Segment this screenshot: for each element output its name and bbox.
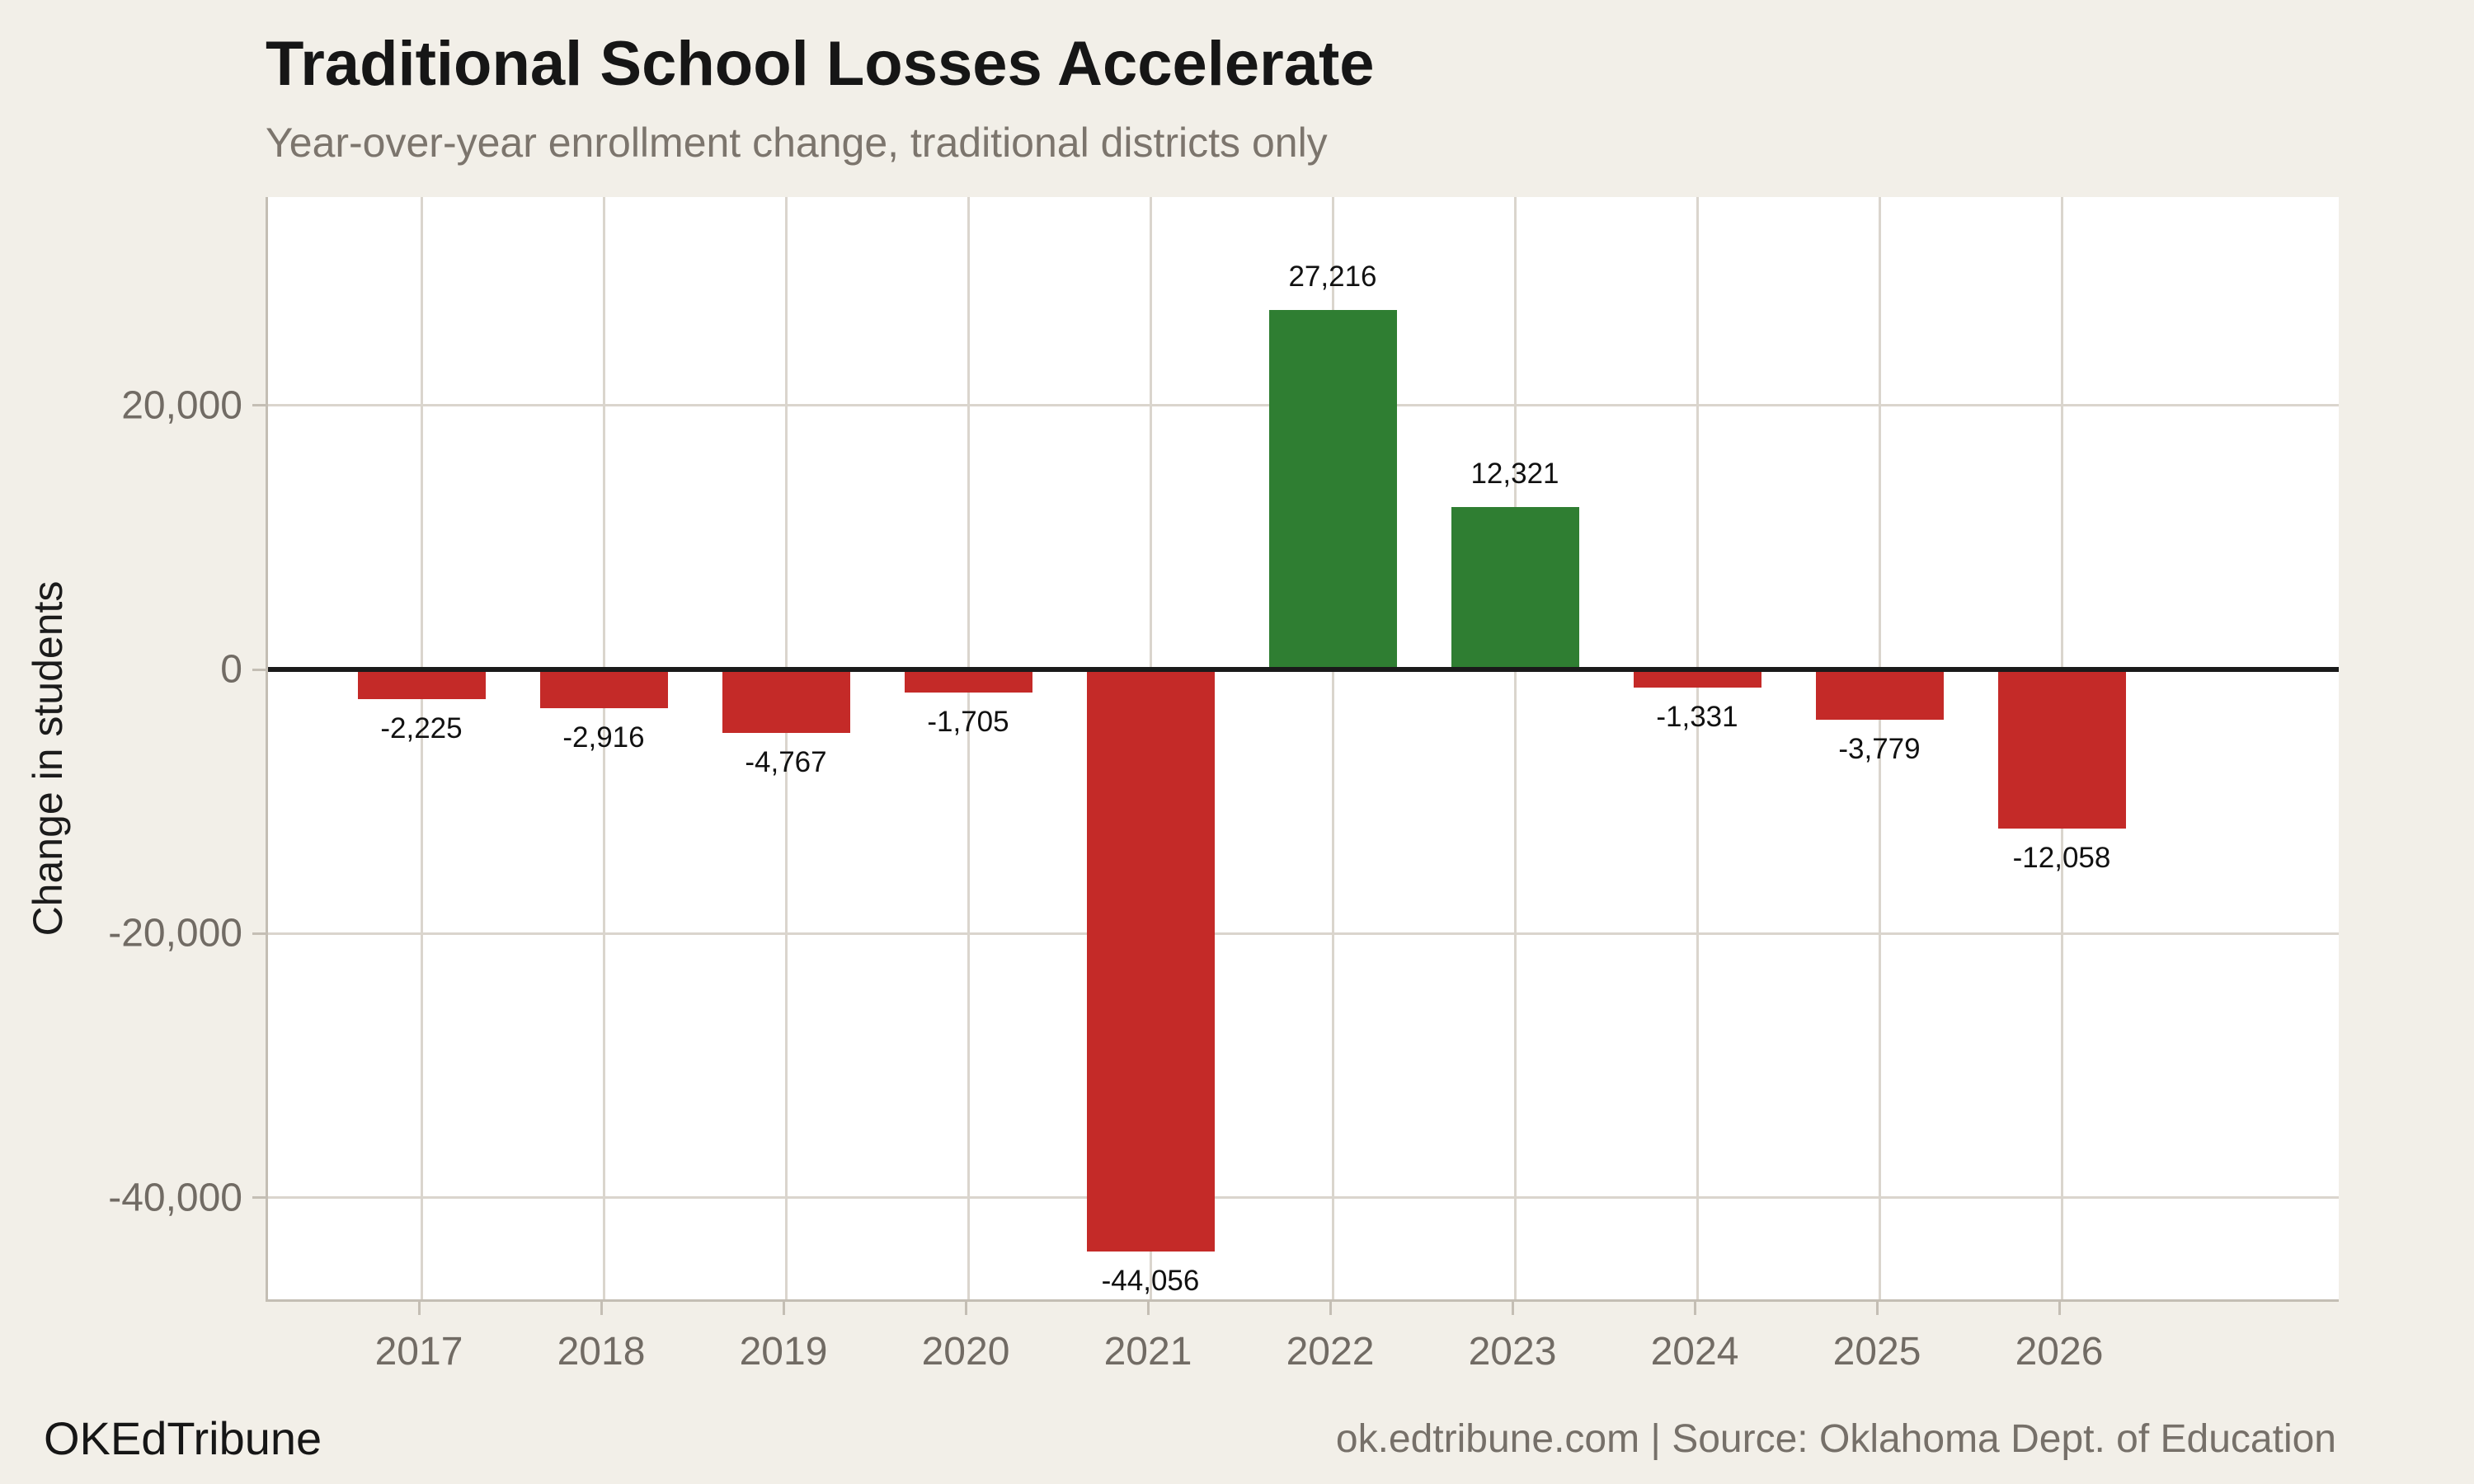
x-tick-label-2021: 2021 <box>1103 1330 1192 1374</box>
h-gridline--40000 <box>268 1196 2339 1200</box>
v-gridline-2022 <box>1331 197 1334 1299</box>
bar-2022 <box>1268 310 1397 670</box>
v-gridline-2019 <box>784 197 788 1299</box>
bar-2025 <box>1815 669 1944 720</box>
y-tick--20000 <box>252 932 266 935</box>
bar-value-label-2022: 27,216 <box>1288 261 1377 294</box>
chart-subtitle: Year-over-year enrollment change, tradit… <box>266 120 1328 166</box>
bar-2021 <box>1086 669 1215 1252</box>
y-tick--40000 <box>252 1196 266 1200</box>
v-gridline-2018 <box>602 197 605 1299</box>
x-tick-label-2020: 2020 <box>921 1330 1010 1374</box>
x-tick-2021 <box>1146 1302 1150 1315</box>
y-tick-label--40000: -40,000 <box>108 1176 242 1220</box>
x-tick-label-2025: 2025 <box>1832 1330 1921 1374</box>
x-tick-label-2019: 2019 <box>739 1330 828 1374</box>
plot-area: -2,225 -2,916 -4,767 -1,705 -44,056 27,216 12,… <box>266 197 2339 1302</box>
x-tick-2019 <box>782 1302 785 1315</box>
bar-2019 <box>722 669 850 733</box>
y-tick-20000 <box>252 404 266 407</box>
v-gridline-2023 <box>1513 197 1517 1299</box>
x-tick-label-2022: 2022 <box>1286 1330 1375 1374</box>
bar-2024 <box>1633 669 1761 688</box>
h-gridline--20000 <box>268 932 2339 935</box>
bar-2017 <box>357 669 486 699</box>
bar-value-label-2023: 12,321 <box>1470 457 1559 490</box>
y-axis-title: Change in students <box>25 580 71 937</box>
footer-brand: OKEdTribune <box>44 1412 322 1464</box>
x-tick-2024 <box>1693 1302 1696 1315</box>
x-tick-label-2024: 2024 <box>1650 1330 1739 1374</box>
chart-title: Traditional School Losses Accelerate <box>266 29 1375 99</box>
bar-value-label-2020: -1,705 <box>927 705 1009 738</box>
x-tick-2023 <box>1511 1302 1514 1315</box>
v-gridline-2017 <box>420 197 423 1299</box>
bar-value-label-2026: -12,058 <box>2012 842 2111 875</box>
zero-baseline <box>268 667 2339 673</box>
bar-value-label-2017: -2,225 <box>380 711 463 744</box>
x-tick-2026 <box>2058 1302 2061 1315</box>
v-gridline-2025 <box>1878 197 1881 1299</box>
bar-value-label-2024: -1,331 <box>1656 700 1738 733</box>
x-tick-label-2026: 2026 <box>2015 1330 2104 1374</box>
bar-value-label-2018: -2,916 <box>562 721 645 754</box>
y-tick-label-0: 0 <box>220 647 242 692</box>
x-tick-2022 <box>1329 1302 1332 1315</box>
footer-source-attribution: ok.edtribune.com | Source: Oklahoma Dept… <box>1335 1417 2336 1461</box>
x-tick-2025 <box>1875 1302 1879 1315</box>
x-tick-label-2017: 2017 <box>374 1330 463 1374</box>
y-tick-0 <box>252 668 266 671</box>
bar-value-label-2021: -44,056 <box>1101 1264 1200 1297</box>
y-tick-label-20000: 20,000 <box>121 383 242 428</box>
x-tick-label-2018: 2018 <box>557 1330 646 1374</box>
bar-2018 <box>539 669 668 708</box>
bar-value-label-2019: -4,767 <box>745 745 827 778</box>
bar-2020 <box>904 669 1032 693</box>
x-tick-2020 <box>964 1302 967 1315</box>
bar-2026 <box>1997 669 2126 829</box>
x-tick-2018 <box>600 1302 603 1315</box>
v-gridline-2024 <box>1696 197 1699 1299</box>
y-tick-label--20000: -20,000 <box>108 911 242 956</box>
v-gridline-2020 <box>967 197 970 1299</box>
bar-value-label-2025: -3,779 <box>1838 732 1921 765</box>
bar-2023 <box>1451 506 1579 670</box>
x-tick-2017 <box>417 1302 421 1315</box>
x-tick-label-2023: 2023 <box>1468 1330 1557 1374</box>
